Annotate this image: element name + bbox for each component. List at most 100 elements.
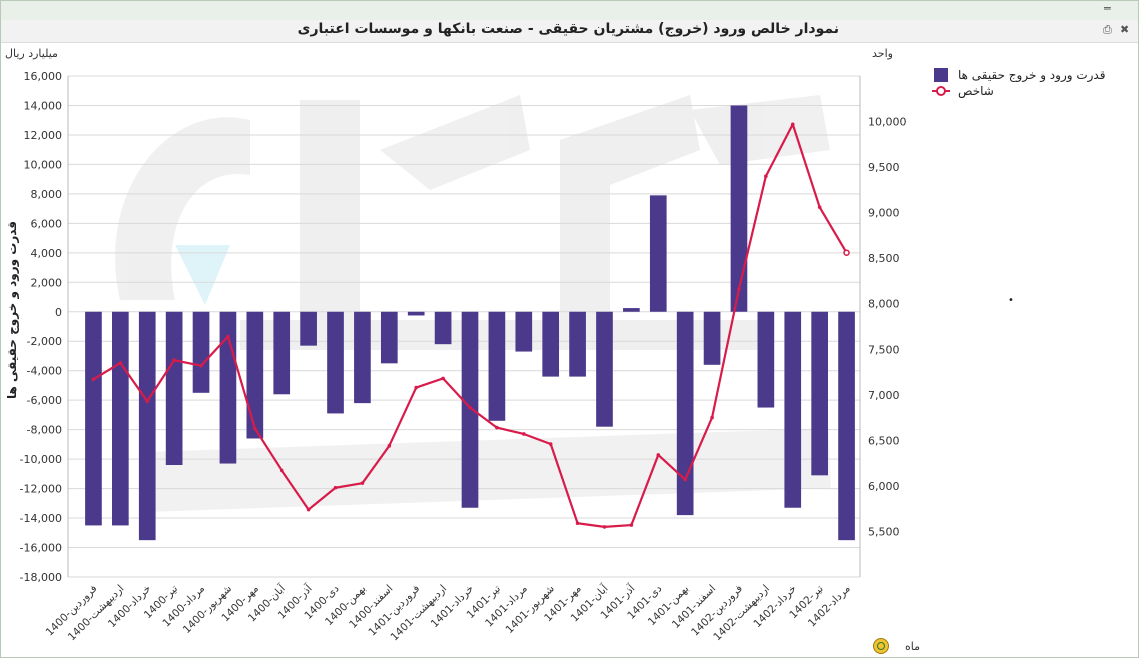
y2-tick-label: 10,000 — [868, 116, 907, 129]
stray-dot: • — [1008, 295, 1014, 306]
bar — [407, 311, 425, 316]
bar — [542, 311, 560, 377]
bar-series — [85, 105, 855, 541]
line-series — [91, 122, 850, 529]
line-point — [710, 415, 714, 420]
export-excel-icon[interactable]: ✖ — [1120, 23, 1130, 36]
y2-tick-label: 5,500 — [868, 525, 900, 538]
y-tick-label: -8,000 — [27, 424, 62, 437]
y-tick-label: 8,000 — [31, 188, 63, 201]
line-point — [683, 477, 687, 482]
line-point — [145, 399, 150, 403]
line-point — [414, 385, 419, 390]
line-point — [333, 485, 338, 490]
y-tick-label: 0 — [55, 306, 62, 319]
legend-bar-swatch — [934, 68, 948, 82]
line-point — [737, 287, 741, 291]
bar — [623, 308, 640, 312]
y-tick-label: -16,000 — [20, 542, 62, 555]
bar — [300, 311, 317, 346]
y-tick-label: 2,000 — [31, 276, 63, 289]
line-point — [118, 361, 123, 365]
bar — [192, 311, 210, 393]
y2-tick-label: 8,000 — [868, 298, 900, 311]
y2-tick-label: 9,000 — [868, 207, 900, 220]
bar — [596, 311, 613, 427]
y-tick-label: -12,000 — [20, 483, 62, 496]
bar — [784, 311, 802, 508]
bar — [461, 311, 479, 508]
line-point — [360, 481, 365, 485]
y2-tick-label: 9,500 — [868, 161, 900, 174]
line-point — [521, 432, 526, 436]
line-point — [91, 377, 96, 382]
y-tick-label: -6,000 — [27, 394, 62, 407]
y-tick-label: -4,000 — [27, 365, 62, 378]
left-axis-unit: میلیارد ریال — [5, 47, 58, 60]
bar — [434, 311, 452, 345]
line-point — [602, 525, 607, 529]
line-point — [306, 507, 311, 512]
legend-bar-label: قدرت ورود و خروج حقیقی ها — [958, 68, 1106, 82]
y2-tick-label: 7,500 — [868, 343, 900, 356]
line-point — [575, 521, 580, 526]
bar — [569, 311, 586, 377]
bar — [676, 311, 694, 516]
y-tick-label: -18,000 — [20, 571, 62, 584]
bar — [165, 311, 183, 466]
right-axis-ticks: 10,000 9,500 9,000 8,500 8,000 7,500 7,000 6,50… — [868, 116, 907, 539]
y2-tick-label: 6,000 — [868, 480, 900, 493]
line-point — [226, 334, 230, 339]
y-axis-label: قدرت ورود و خروج حقیقی ها — [5, 220, 19, 400]
bar — [246, 311, 264, 439]
bar — [757, 311, 775, 408]
grid-lines — [67, 75, 861, 578]
line-point — [279, 468, 284, 473]
y-tick-label: 16,000 — [24, 70, 63, 83]
line-point — [656, 453, 661, 457]
line-point — [817, 205, 822, 209]
bar — [219, 311, 237, 464]
minimize-icon[interactable]: ═ — [1104, 2, 1111, 15]
y2-tick-label: 8,500 — [868, 252, 900, 265]
y-tick-label: 14,000 — [24, 99, 63, 112]
line-point — [468, 405, 472, 410]
line-point — [441, 376, 445, 381]
refresh-icon[interactable] — [873, 638, 889, 654]
bar — [85, 311, 102, 526]
y2-tick-label: 7,000 — [868, 389, 900, 402]
chart-title: نمودار خالص ورود (خروج) مشتریان حقیقی - … — [297, 21, 839, 37]
bar — [649, 195, 667, 312]
printer-icon[interactable]: ⎙ — [1103, 23, 1112, 36]
legend-line-swatch — [932, 86, 950, 96]
bar — [811, 311, 828, 476]
line-point — [172, 358, 176, 363]
bar — [515, 311, 533, 352]
line-point — [253, 426, 257, 431]
bar — [380, 311, 398, 364]
line-point — [387, 444, 392, 448]
line-point — [629, 523, 634, 527]
x-axis-unit: ماه — [905, 640, 921, 653]
legend-line-label: شاخص — [958, 84, 994, 98]
bar — [838, 311, 855, 541]
y2-tick-label: 6,500 — [868, 434, 900, 447]
left-axis-ticks: 16,000 14,000 12,000 10,000 8,000 6,000 4,000 2… — [20, 70, 62, 584]
line-point — [764, 174, 768, 178]
y-tick-label: 6,000 — [31, 217, 63, 230]
line-end-marker — [843, 249, 850, 256]
y-tick-label: 12,000 — [24, 129, 63, 142]
bar — [354, 311, 371, 404]
line-point — [790, 122, 795, 127]
line-point — [548, 442, 553, 446]
y-tick-label: -2,000 — [27, 335, 62, 348]
line-point — [495, 425, 499, 430]
line-point — [199, 363, 203, 368]
bar — [273, 311, 291, 395]
right-axis-unit: واحد — [872, 47, 893, 60]
y-tick-label: -10,000 — [20, 453, 62, 466]
x-axis-ticks: 1400-فروردین1400-اردیبهشت1400-خرداد1400-… — [44, 581, 853, 643]
bar — [138, 311, 156, 541]
